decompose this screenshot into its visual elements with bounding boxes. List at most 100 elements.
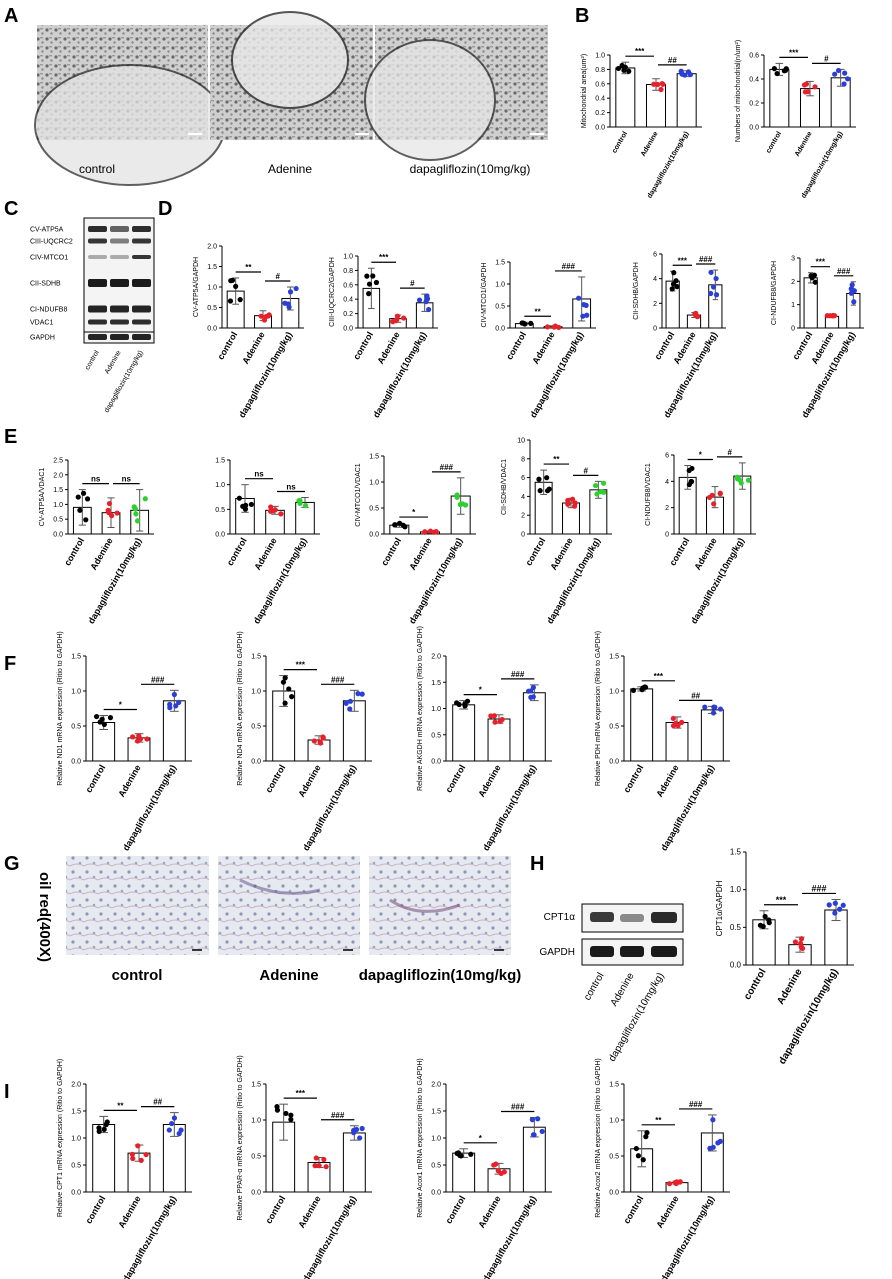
sig-label: ### <box>511 1102 525 1111</box>
y-tick-label: 0.5 <box>207 305 217 312</box>
data-point <box>556 324 562 331</box>
data-point <box>286 304 292 310</box>
blot-band <box>110 238 129 244</box>
data-point <box>265 313 271 319</box>
y-tick-label: 0.2 <box>749 101 759 108</box>
panel-letter-e: E <box>4 426 17 448</box>
y-tick-label: 1.0 <box>595 53 605 60</box>
y-tick-label: 1.0 <box>207 285 217 292</box>
data-point <box>84 496 91 502</box>
data-point <box>679 719 685 726</box>
sig-label: ns <box>122 475 132 484</box>
x-tick-label: Adenine <box>692 536 718 572</box>
data-point <box>693 310 699 316</box>
x-tick-label: dapagliflozin(10mg/kg) <box>528 330 585 419</box>
data-point <box>176 1131 182 1137</box>
x-tick-label: Adenine <box>375 330 401 366</box>
data-point <box>528 320 534 326</box>
x-tick-label: control <box>621 1194 645 1225</box>
data-point <box>710 1117 716 1123</box>
sig-label: *** <box>789 48 799 57</box>
data-point <box>535 1116 541 1122</box>
chart-d5: 0123CI-NDUFB8/GAPDHcontrolAdeninedapagli… <box>771 256 864 419</box>
data-point <box>133 511 139 517</box>
y-tick-label: 0.4 <box>343 297 353 304</box>
y-tick-label: 1.0 <box>215 482 225 489</box>
data-point <box>658 86 664 93</box>
sig-label: ** <box>117 1101 124 1110</box>
x-tick-label: Adenine <box>654 763 680 799</box>
data-point <box>320 734 326 740</box>
data-point <box>635 1153 642 1159</box>
x-tick-label: control <box>443 763 467 794</box>
data-point <box>135 1143 141 1149</box>
y-tick-label: 0.6 <box>595 81 605 88</box>
y-tick-label: 1.0 <box>251 1118 261 1125</box>
y-tick-label: 0.5 <box>215 507 225 514</box>
y-tick-label: 0.0 <box>431 1190 441 1197</box>
y-tick-label: 0.5 <box>495 304 505 311</box>
y-tick-label: 0.5 <box>369 506 379 513</box>
data-point <box>134 518 141 524</box>
y-tick-label: 1.5 <box>53 487 63 494</box>
blot-band <box>88 226 107 232</box>
bar <box>615 67 636 128</box>
lane-label-c-1: Adenine <box>104 349 123 375</box>
sig-label: ### <box>689 1100 703 1109</box>
lane-h-dapagliflozin: dapagliflozin(10mg/kg) <box>607 971 667 1064</box>
sig-label: ### <box>699 255 713 264</box>
y-tick-label: 0.5 <box>251 724 261 731</box>
data-point <box>302 502 309 509</box>
data-point <box>583 302 589 308</box>
data-point <box>130 1155 136 1162</box>
y-tick-label: 0.4 <box>595 96 605 103</box>
x-tick-label: dapagliflozin(10mg/kg) <box>407 536 464 625</box>
y-axis-label: CV-ATP5A/VDAC1 <box>39 468 46 527</box>
y-tick-label: 0.0 <box>71 1190 81 1197</box>
data-point <box>674 284 680 290</box>
x-tick-label: Adenine <box>476 763 502 799</box>
chart-d4: 0246CII-SDHB/GAPDHcontrolAdeninedapaglif… <box>633 252 726 419</box>
chart-e5: 0 2 4 6 CI-NDUFB8/VDAC1 control Adeninedapagli… <box>645 448 756 625</box>
data-point <box>93 713 100 720</box>
data-point <box>702 704 708 710</box>
x-tick-label: control <box>62 536 86 567</box>
lane-label-c-2: dapagliflozin(10mg/kg) <box>103 350 144 415</box>
sig-label: *** <box>654 672 664 681</box>
x-tick-label: control <box>443 1194 467 1225</box>
data-point <box>798 936 805 942</box>
data-point <box>734 474 740 480</box>
data-point <box>666 1181 673 1187</box>
data-point <box>717 706 724 712</box>
sig-label: *** <box>296 1089 306 1098</box>
y-tick-label: 2.0 <box>71 1082 81 1089</box>
data-point <box>488 713 494 719</box>
y-tick-label: 0.0 <box>431 759 441 766</box>
data-point <box>598 489 604 495</box>
blot-band <box>88 319 107 325</box>
sig-label: ### <box>151 675 165 684</box>
data-point <box>544 324 551 330</box>
data-point <box>797 940 804 947</box>
y-axis-label: Relative Acox1 mRNA expression (Ritio to… <box>417 1058 424 1218</box>
sig-label: ** <box>655 1116 662 1125</box>
y-axis-label: Numbers of mitochondrial(n/um²) <box>735 40 742 142</box>
data-point <box>101 1126 107 1132</box>
data-point <box>169 1120 175 1127</box>
data-point <box>677 1179 683 1185</box>
band-label-1: CIII-UQCRC2 <box>30 239 73 246</box>
chart-d3: 0.0 0.5 1.0 1.5 CIV-MTCO1/GAPDH control Adenin… <box>481 260 596 419</box>
data-point <box>104 1119 110 1125</box>
panel-letter-b: B <box>575 5 589 27</box>
x-tick-label: Adenine <box>88 536 114 572</box>
data-point <box>707 1145 713 1151</box>
y-tick-label: 0.0 <box>749 125 759 132</box>
data-point <box>673 278 679 284</box>
sig-label: ### <box>811 883 826 893</box>
data-point <box>366 281 373 287</box>
data-point <box>171 1115 178 1121</box>
data-point <box>142 496 148 502</box>
data-point <box>711 501 717 507</box>
data-point <box>136 733 142 739</box>
